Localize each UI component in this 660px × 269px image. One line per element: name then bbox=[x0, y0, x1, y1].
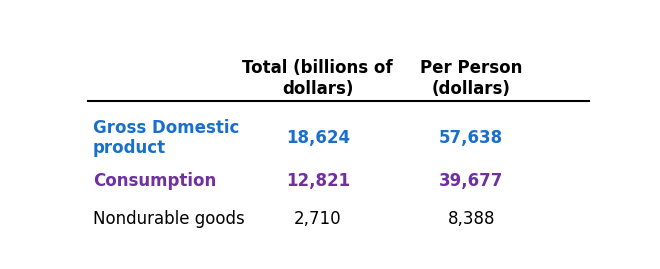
Text: 57,638: 57,638 bbox=[439, 129, 504, 147]
Text: Consumption: Consumption bbox=[92, 172, 216, 190]
Text: 2,710: 2,710 bbox=[294, 210, 342, 228]
Text: Nondurable goods: Nondurable goods bbox=[92, 210, 244, 228]
Text: Per Person
(dollars): Per Person (dollars) bbox=[420, 59, 523, 98]
Text: 12,821: 12,821 bbox=[286, 172, 350, 190]
Text: Total (billions of
dollars): Total (billions of dollars) bbox=[242, 59, 393, 98]
Text: Gross Domestic
product: Gross Domestic product bbox=[92, 119, 239, 157]
Text: 39,677: 39,677 bbox=[439, 172, 504, 190]
Text: 18,624: 18,624 bbox=[286, 129, 350, 147]
Text: 8,388: 8,388 bbox=[447, 210, 495, 228]
